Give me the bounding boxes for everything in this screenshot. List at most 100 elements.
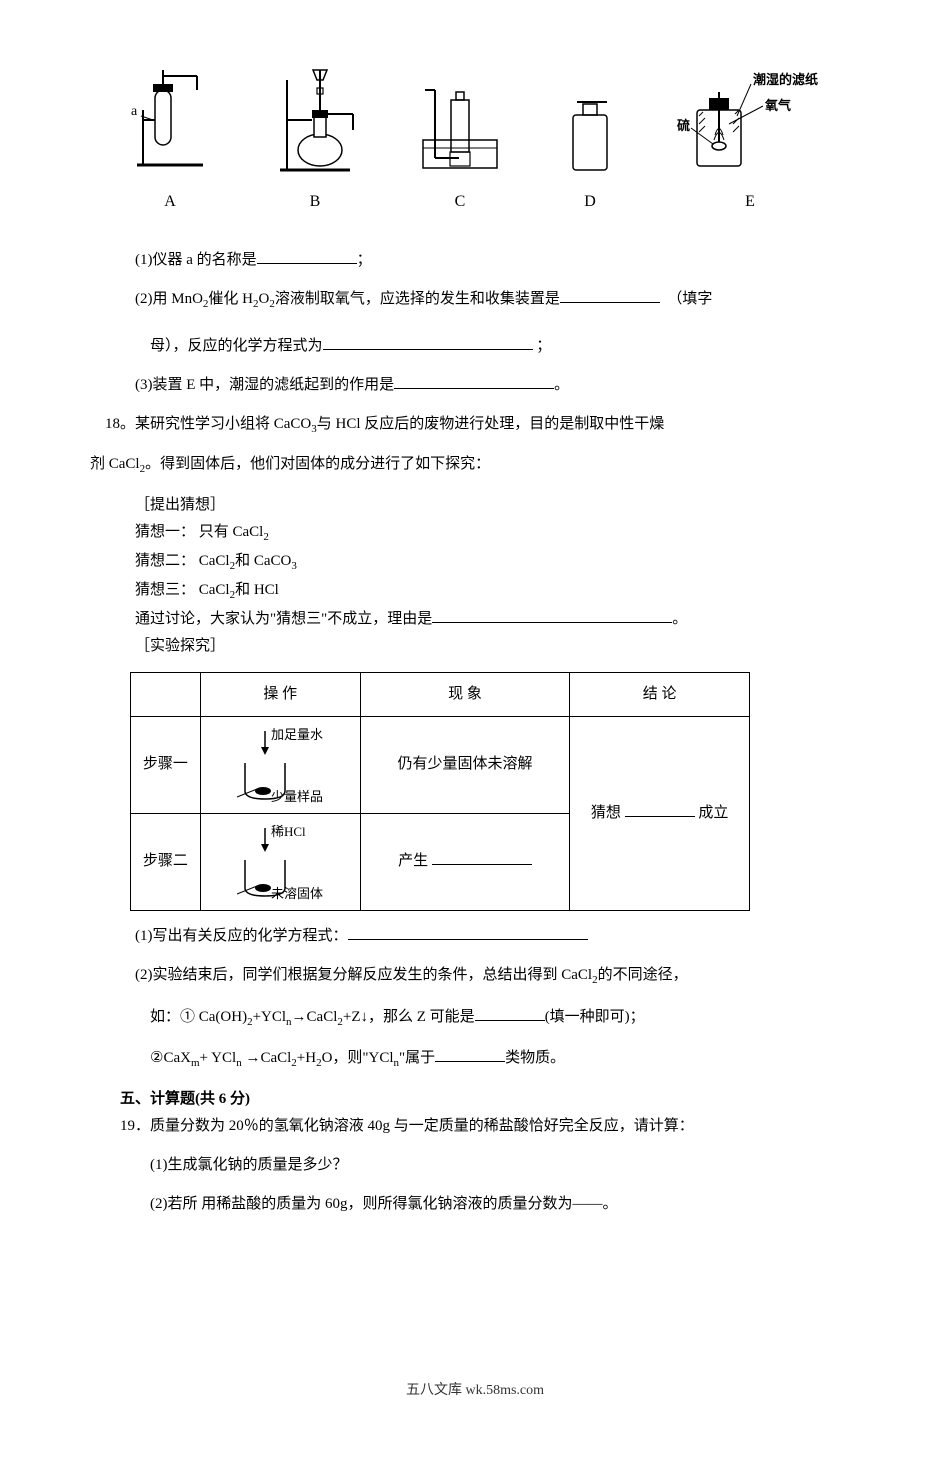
e-annot-mid: 氧气 — [764, 98, 791, 113]
q18-exp-title: ［实验探究］ — [90, 633, 860, 660]
q18-hypo3: 猜想三： CaCl2和 HCl — [90, 577, 860, 606]
apparatus-d-svg — [555, 90, 625, 180]
q18-discuss-p: 通过讨论，大家认为"猜想三"不成立，理由是 — [135, 611, 432, 627]
q18-eg2: ②CaXm+ YCln →CaCl2+H2O，则"YCln"属于类物质。 — [90, 1045, 860, 1074]
table-header-row: 操 作 现 象 结 论 — [131, 672, 750, 716]
q19-2: (2)若所 用稀盐酸的质量为 60g，则所得氯化钠溶液的质量分数为——。 — [90, 1191, 860, 1218]
apparatus-b: B — [265, 60, 365, 217]
q17-2-p1: (2)用 MnO — [135, 291, 203, 307]
q17-3-blank[interactable] — [394, 372, 554, 389]
q17-1: (1)仪器 a 的名称是 ； — [90, 247, 860, 274]
step2-op: 稀HCl 未溶固体 — [200, 813, 360, 910]
section5-title: 五、计算题(共 6 分) — [90, 1086, 860, 1113]
q17-3-p: (3)装置 E 中，潮湿的滤纸起到的作用是 — [135, 377, 394, 393]
step1-op-top: 加足量水 — [271, 727, 323, 742]
q18-hypo1-s: 2 — [263, 531, 269, 543]
q18-discuss-blank[interactable] — [432, 606, 672, 623]
step2-op-top: 稀HCl — [271, 824, 306, 839]
q17-2b-blank[interactable] — [323, 333, 533, 350]
q18-eg1-blank[interactable] — [475, 1005, 545, 1022]
label-a-marker: a — [131, 104, 138, 119]
q18-intro-p1b: 习小组将 CaCO — [210, 416, 311, 432]
q18-hypo2-m: 和 CaCO — [235, 553, 291, 569]
q17-2b: 母），反应的化学方程式为 ； — [90, 333, 860, 360]
apparatus-a: a A — [125, 70, 215, 217]
q17-2-blank1[interactable] — [560, 286, 660, 303]
q18-discuss-suffix: 。 — [672, 611, 687, 627]
step1-obs: 仍有少量固体未溶解 — [360, 716, 570, 813]
step2-op-bot: 未溶固体 — [271, 886, 323, 901]
q18-hypo-title: ［提出猜想］ — [90, 492, 860, 519]
q18-after1-blank[interactable] — [348, 923, 588, 940]
q18-eg2-p4: +H — [297, 1050, 316, 1066]
q18-intro-p1: 18。某研究性学 — [105, 416, 210, 432]
step1-op-bot: 少量样品 — [271, 789, 323, 804]
q19-intro: 19．质量分数为 20％的氢氧化钠溶液 40g 与一定质量的稀盐酸恰好完全反应，… — [90, 1113, 860, 1140]
q18-intro2: 剂 CaCl2。得到固体后，他们对固体的成分进行了如下探究： — [90, 451, 860, 480]
apparatus-d: D — [555, 90, 625, 217]
q18-hypo2: 猜想二： CaCl2和 CaCO3 — [90, 548, 860, 577]
q18-eg1-suffix: (填一种即可)； — [545, 1009, 645, 1025]
step1-label: 步骤一 — [131, 716, 201, 813]
apparatus-c-svg — [415, 70, 505, 180]
apparatus-e-svg: 潮湿的滤纸 氧气 硫 — [675, 70, 825, 180]
e-annot-top: 潮湿的滤纸 — [753, 72, 818, 87]
page-footer: 五八文库 wk.58ms.com — [90, 1378, 860, 1403]
conc-prefix: 猜想 — [591, 805, 625, 821]
q18-eg2-sm: m — [191, 1057, 200, 1069]
q18-eg2-p6: "属于 — [399, 1050, 435, 1066]
q18-eg2-p2: + YCl — [200, 1050, 237, 1066]
q18-intro2-p1: 剂 CaCl — [90, 456, 140, 472]
q17-2: (2)用 MnO2催化 H2O2溶液制取氧气，应选择的发生和收集装置是 （填字 — [90, 286, 860, 315]
q18-eg2-p5: O，则"YCl — [322, 1050, 394, 1066]
q18-after1-p: (1)写出有关反应的化学方程式： — [135, 928, 348, 944]
experiment-table: 操 作 现 象 结 论 步骤一 加足量水 少量样品 仍有少量固体未溶解 猜想 成… — [130, 672, 750, 911]
q18-eg1-p4: +Z↓，那么 Z 可能是 — [343, 1009, 475, 1025]
q18-after2-suffix: 的不同途径， — [598, 967, 688, 983]
q17-2-p4: 溶液制取氧气，应选择的发生和收集装置是 — [275, 291, 560, 307]
q18-hypo1: 猜想一： 只有 CaCl2 — [90, 519, 860, 548]
step2-obs: 产生 — [360, 813, 570, 910]
q17-2b-suffix: ； — [536, 338, 551, 354]
q17-1-blank[interactable] — [257, 247, 357, 264]
conc-blank[interactable] — [625, 800, 695, 817]
apparatus-b-label: B — [310, 188, 321, 217]
apparatus-b-svg — [265, 60, 365, 180]
th-blank — [131, 672, 201, 716]
q18-eg1-p1: 如：① Ca(OH) — [150, 1009, 247, 1025]
q18-eg2-p3: →CaCl — [242, 1050, 292, 1066]
th-op: 操 作 — [200, 672, 360, 716]
q17-2-p2: 催化 H — [208, 291, 253, 307]
q17-1-suffix: ； — [357, 252, 372, 268]
q18-intro: 18。某研究性学习小组将 CaCO3与 HCl 反应后的废物进行处理，目的是制取… — [90, 411, 860, 440]
th-conc: 结 论 — [570, 672, 750, 716]
apparatus-d-label: D — [584, 188, 596, 217]
apparatus-diagram-row: a A — [90, 60, 860, 217]
q18-eg2-p1: ②CaX — [150, 1050, 191, 1066]
q18-hypo3-m: 和 HCl — [235, 582, 279, 598]
step2-obs-blank[interactable] — [432, 849, 532, 866]
q18-intro2-p2: 。得到固体后，他们对固体的成分进行了如下探究： — [145, 456, 490, 472]
q19-1: (1)生成氯化钠的质量是多少？ — [90, 1152, 860, 1179]
q18-eg1-p3: →CaCl — [292, 1009, 338, 1025]
q18-hypo2-p: 猜想二： CaCl — [135, 553, 230, 569]
q17-1-text: (1)仪器 a 的名称是 — [135, 252, 257, 268]
apparatus-a-svg: a — [125, 70, 215, 180]
q17-2-p3: O — [259, 291, 270, 307]
th-obs: 现 象 — [360, 672, 570, 716]
q18-after2: (2)实验结束后，同学们根据复分解反应发生的条件，总结出得到 CaCl2的不同途… — [90, 962, 860, 991]
q18-after1: (1)写出有关反应的化学方程式： — [90, 923, 860, 950]
conc-cell: 猜想 成立 — [570, 716, 750, 910]
q18-discuss: 通过讨论，大家认为"猜想三"不成立，理由是 。 — [90, 606, 860, 633]
q18-hypo1-p: 猜想一： 只有 CaCl — [135, 524, 263, 540]
q18-eg2-suffix: 类物质。 — [505, 1050, 565, 1066]
conc-suffix: 成立 — [695, 805, 729, 821]
apparatus-c: C — [415, 70, 505, 217]
q18-after2-p: (2)实验结束后，同学们根据复分解反应发生的条件，总结出得到 CaCl — [135, 967, 592, 983]
q18-intro-p2: 与 HCl 反应后的废物进行处理，目的是制取中性干燥 — [317, 416, 665, 432]
q18-eg2-blank[interactable] — [435, 1046, 505, 1063]
q18-eg1-p2: +YCl — [253, 1009, 286, 1025]
apparatus-c-label: C — [455, 188, 466, 217]
q18-hypo3-p: 猜想三： CaCl — [135, 582, 230, 598]
apparatus-e: 潮湿的滤纸 氧气 硫 E — [675, 70, 825, 217]
